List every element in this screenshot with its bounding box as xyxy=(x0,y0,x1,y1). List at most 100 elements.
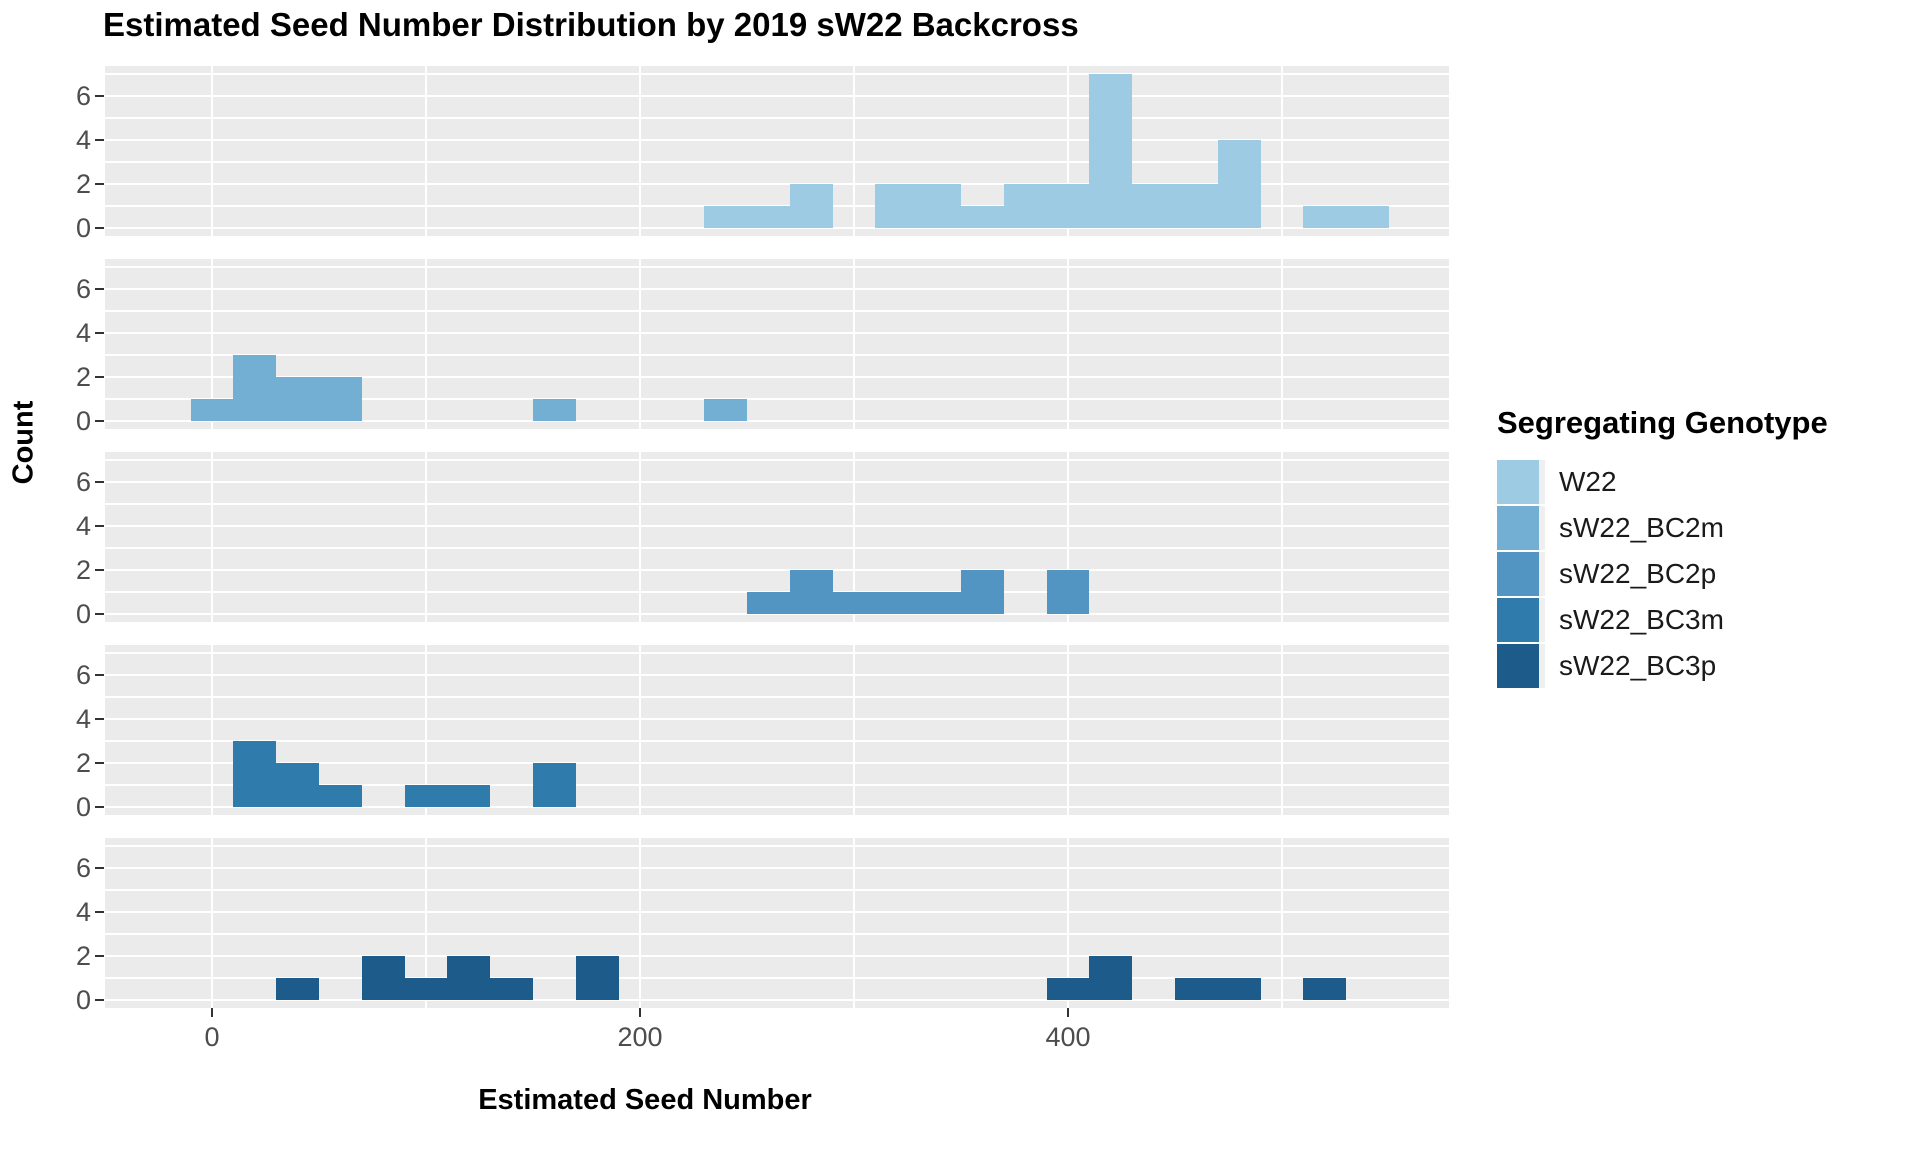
gridline-minor-horizontal xyxy=(105,889,1449,891)
legend-key xyxy=(1497,506,1545,550)
histogram-bar xyxy=(1175,184,1218,228)
gridline-major-horizontal xyxy=(105,375,1449,379)
histogram-bar xyxy=(404,785,448,807)
histogram-bar xyxy=(1132,184,1176,228)
y-tick-label: 4 xyxy=(75,318,91,348)
gridline-major-horizontal xyxy=(105,138,1449,142)
gridline-minor-horizontal xyxy=(105,205,1449,207)
gridline-minor-horizontal xyxy=(105,161,1449,163)
histogram-bar xyxy=(319,785,362,807)
gridline-major-vertical xyxy=(210,66,214,236)
y-tick-mark xyxy=(95,183,104,185)
legend-label: sW22_BC3m xyxy=(1559,604,1724,635)
x-tick-label: 200 xyxy=(617,1022,663,1052)
gridline-major-horizontal xyxy=(105,480,1449,484)
histogram-bar xyxy=(1217,978,1261,1000)
histogram-bar xyxy=(1217,140,1261,228)
legend-item-sW22_BC3p: sW22_BC3p xyxy=(1497,643,1828,689)
y-tick-label: 2 xyxy=(75,941,91,971)
gridline-major-horizontal xyxy=(105,673,1449,677)
gridline-major-vertical xyxy=(638,259,642,429)
legend-swatch xyxy=(1497,552,1539,596)
gridline-major-horizontal xyxy=(105,287,1449,291)
y-tick-mark xyxy=(95,420,104,422)
gridline-major-vertical xyxy=(210,259,214,429)
histogram-bar xyxy=(832,592,876,614)
gridline-major-horizontal xyxy=(105,419,1449,423)
facet-panel-sW22_BC3p xyxy=(105,838,1449,1008)
histogram-bar xyxy=(747,206,790,228)
histogram-bar xyxy=(404,978,448,1000)
x-tick-mark xyxy=(211,1008,213,1017)
histogram-bar xyxy=(1303,206,1347,228)
facet-panel-W22 xyxy=(105,66,1449,236)
y-tick-label: 4 xyxy=(75,897,91,927)
gridline-minor-horizontal xyxy=(105,933,1449,935)
gridline-minor-vertical xyxy=(1281,259,1283,429)
gridline-minor-horizontal xyxy=(105,547,1449,549)
gridline-minor-horizontal xyxy=(105,503,1449,505)
legend-key xyxy=(1497,460,1545,504)
histogram-bar xyxy=(276,763,319,807)
gridline-minor-vertical xyxy=(1281,645,1283,815)
y-tick-label: 6 xyxy=(75,81,91,111)
histogram-bar xyxy=(875,592,919,614)
gridline-minor-vertical xyxy=(1281,452,1283,622)
gridline-major-vertical xyxy=(1066,838,1070,1008)
y-tick-mark xyxy=(95,674,104,676)
gridline-minor-vertical xyxy=(425,66,427,236)
histogram-bar xyxy=(533,763,576,807)
gridline-minor-horizontal xyxy=(105,310,1449,312)
y-tick-label: 4 xyxy=(75,704,91,734)
gridline-minor-horizontal xyxy=(105,398,1449,400)
legend-swatch xyxy=(1497,460,1539,504)
histogram-bar xyxy=(918,184,962,228)
facet-panel-sW22_BC2m xyxy=(105,259,1449,429)
gridline-major-vertical xyxy=(638,66,642,236)
gridline-minor-horizontal xyxy=(105,117,1449,119)
gridline-major-horizontal xyxy=(105,998,1449,1002)
histogram-bar xyxy=(490,978,534,1000)
y-tick-mark xyxy=(95,911,104,913)
histogram-bar xyxy=(1346,206,1390,228)
histogram-bar xyxy=(1175,978,1218,1000)
y-tick-mark xyxy=(95,525,104,527)
y-tick-label: 4 xyxy=(75,511,91,541)
y-axis-title: Count xyxy=(7,400,40,485)
histogram-bar xyxy=(789,184,833,228)
legend-item-sW22_BC2m: sW22_BC2m xyxy=(1497,505,1828,551)
gridline-minor-vertical xyxy=(853,645,855,815)
histogram-bar xyxy=(575,956,619,1000)
gridline-major-horizontal xyxy=(105,910,1449,914)
gridline-major-horizontal xyxy=(105,94,1449,98)
histogram-bar xyxy=(1046,570,1090,614)
x-tick-label: 0 xyxy=(204,1022,220,1052)
gridline-minor-horizontal xyxy=(105,266,1449,268)
y-tick-label: 6 xyxy=(75,274,91,304)
gridline-minor-horizontal xyxy=(105,696,1449,698)
y-tick-mark xyxy=(95,867,104,869)
gridline-minor-horizontal xyxy=(105,652,1449,654)
gridline-minor-vertical xyxy=(425,452,427,622)
legend-swatch xyxy=(1497,598,1539,642)
legend-items: W22 sW22_BC2m sW22_BC2p sW22_BC3m sW22_BC3p xyxy=(1497,459,1828,689)
y-tick-mark xyxy=(95,288,104,290)
gridline-minor-horizontal xyxy=(105,977,1449,979)
y-tick-mark xyxy=(95,95,104,97)
gridline-major-vertical xyxy=(1066,259,1070,429)
gridline-minor-horizontal xyxy=(105,459,1449,461)
chart-title: Estimated Seed Number Distribution by 20… xyxy=(103,6,1079,43)
x-tick-mark xyxy=(1067,1008,1070,1017)
histogram-bar xyxy=(1089,956,1133,1000)
histogram-bar xyxy=(875,184,919,228)
gridline-major-vertical xyxy=(638,645,642,815)
gridline-major-horizontal xyxy=(105,761,1449,765)
gridline-minor-horizontal xyxy=(105,73,1449,75)
gridline-minor-vertical xyxy=(425,259,427,429)
gridline-minor-vertical xyxy=(853,259,855,429)
histogram-bar xyxy=(319,377,362,421)
histogram-bar xyxy=(1303,978,1347,1000)
legend-title: Segregating Genotype xyxy=(1497,405,1828,440)
gridline-minor-vertical xyxy=(1281,66,1283,236)
